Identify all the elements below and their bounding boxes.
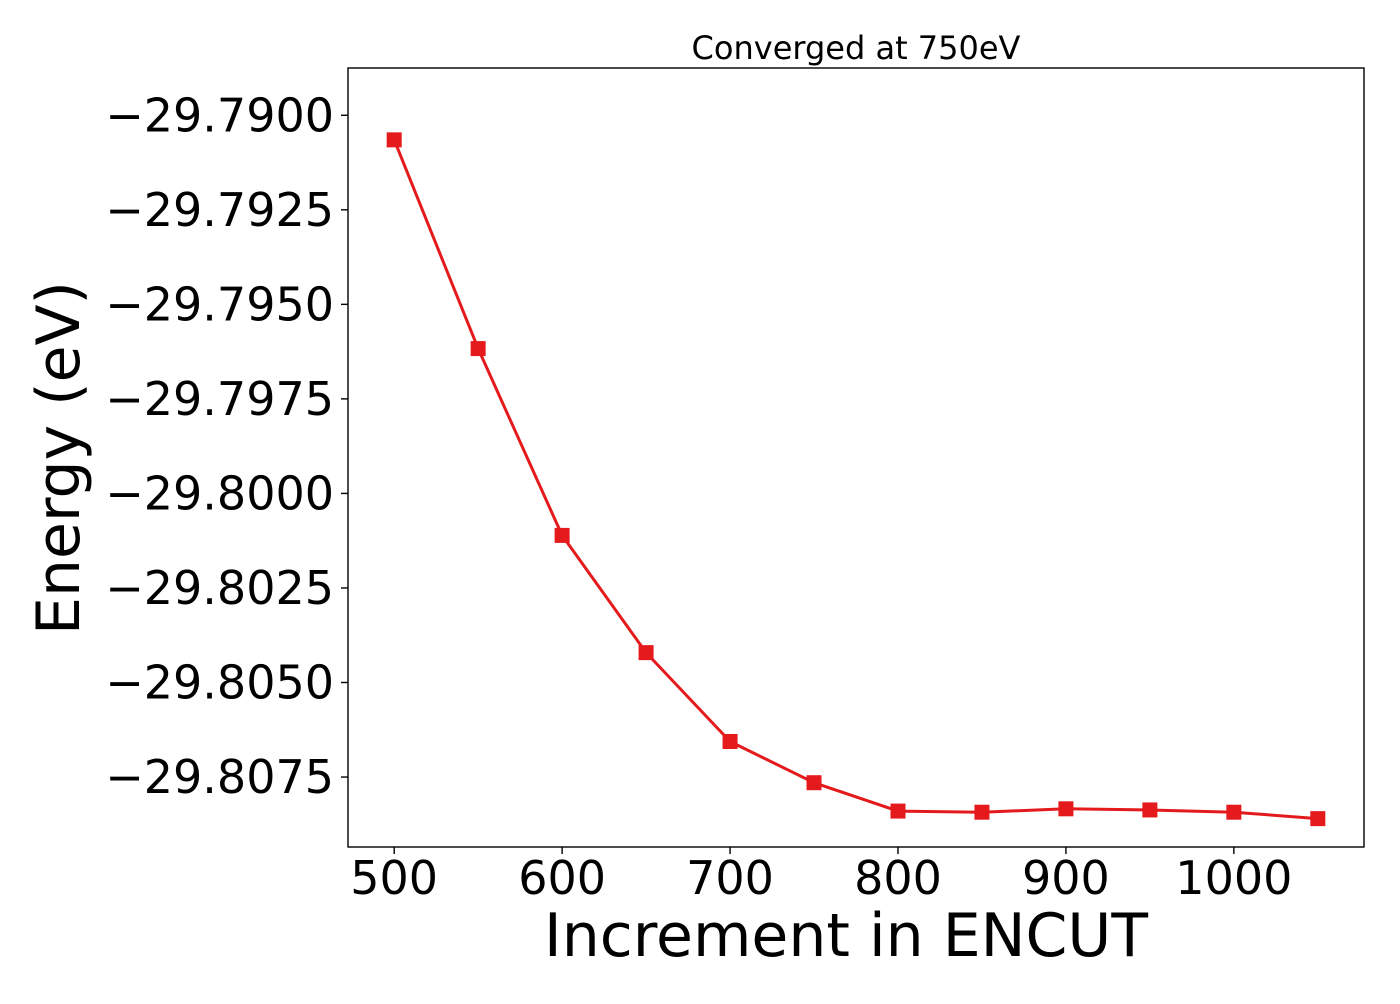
data-point — [386, 132, 402, 148]
x-tick-label: 600 — [518, 851, 606, 905]
y-tick-label: −29.7975 — [105, 372, 334, 426]
plot-area — [347, 67, 1365, 848]
y-tick-label: −29.8025 — [105, 561, 334, 615]
series-line — [392, 139, 1318, 821]
data-point — [638, 645, 654, 661]
data-point — [890, 803, 906, 819]
y-tick-label: −29.8075 — [105, 750, 334, 804]
x-axis-label: Increment in ENCUT — [544, 901, 1148, 971]
y-tick-label: −29.8050 — [105, 656, 334, 710]
plot-frame — [347, 67, 1365, 848]
x-tick-label: 1000 — [1175, 851, 1292, 905]
y-tick-label: −29.8000 — [105, 466, 334, 520]
data-point — [974, 804, 990, 820]
data-point — [1226, 804, 1242, 820]
x-tick-label: 800 — [854, 851, 942, 905]
x-tick-label: 900 — [1022, 851, 1110, 905]
y-axis-label: Energy (eV) — [24, 281, 94, 635]
data-point — [722, 733, 738, 749]
data-point — [1058, 801, 1074, 817]
x-axis-ticks: 500 600 700 800 900 1000 — [350, 847, 1292, 905]
data-point — [1310, 811, 1326, 827]
y-tick-label: −29.7900 — [105, 88, 334, 142]
y-axis-ticks: −29.7900 −29.7925 −29.7950 −29.7975 −29.8000… — [105, 88, 348, 804]
data-point — [1142, 802, 1158, 818]
y-tick-label: −29.7950 — [105, 277, 334, 331]
series-layer — [386, 132, 1326, 827]
y-tick-label: −29.7925 — [105, 183, 334, 237]
data-point — [470, 341, 486, 357]
data-point — [554, 527, 570, 543]
chart-title: Converged at 750eV — [692, 29, 1021, 67]
data-point — [806, 775, 822, 791]
x-tick-label: 700 — [686, 851, 774, 905]
x-tick-label: 500 — [350, 851, 438, 905]
